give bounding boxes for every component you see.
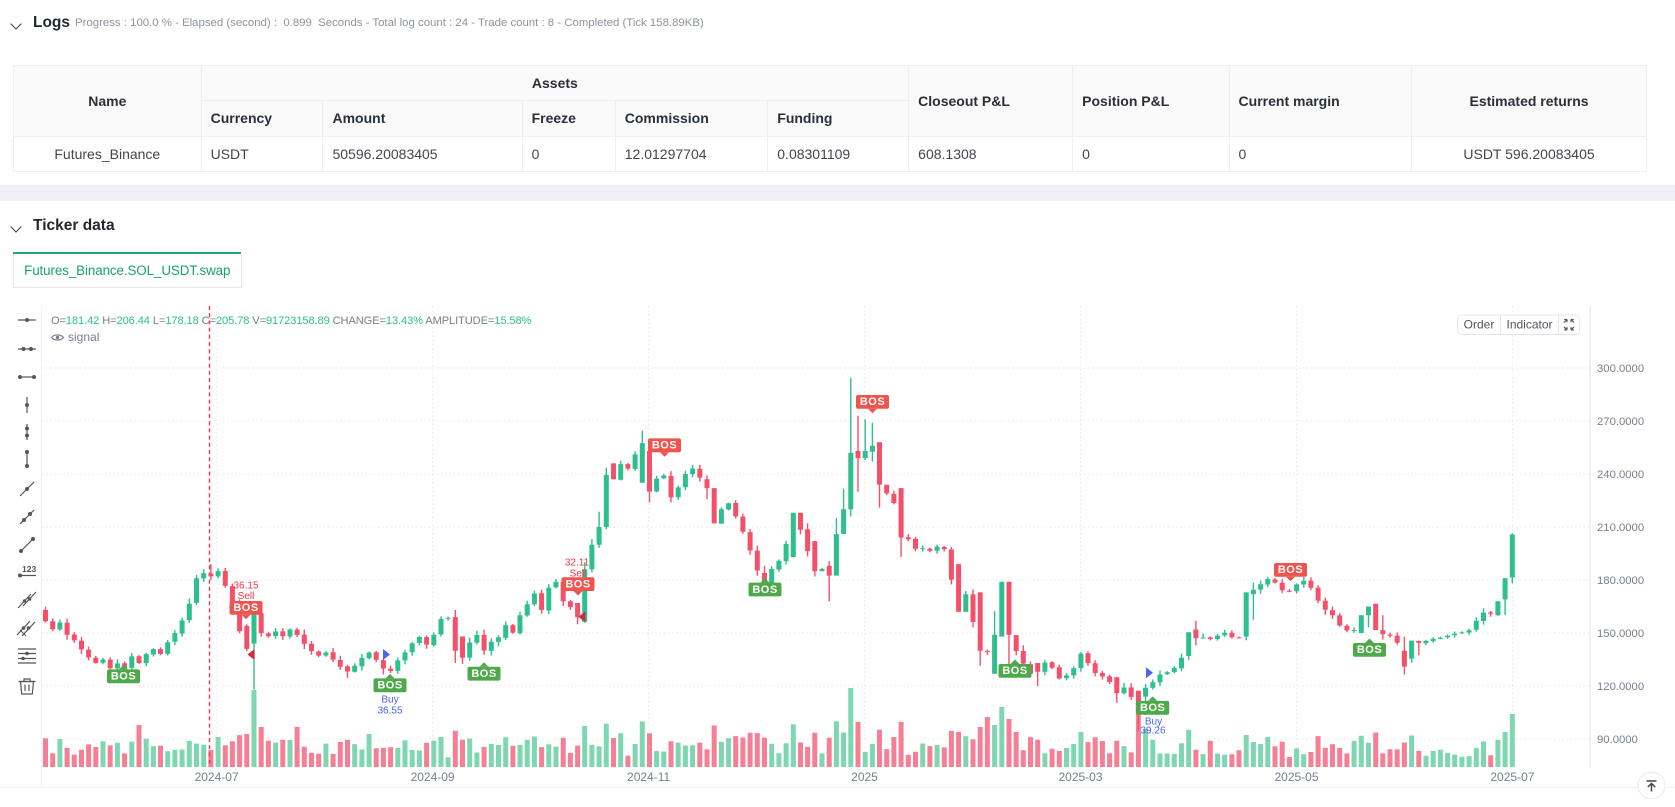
svg-text:BOS: BOS (652, 440, 677, 452)
svg-text:BOS: BOS (1140, 702, 1165, 714)
svg-text:BOS: BOS (1002, 665, 1027, 677)
svg-text:2024-11: 2024-11 (627, 770, 670, 784)
svg-text:BOS: BOS (565, 578, 590, 590)
svg-text:signal: signal (68, 330, 99, 344)
svg-text:270.0000: 270.0000 (1597, 416, 1644, 428)
svg-text:2025-05: 2025-05 (1274, 770, 1318, 784)
svg-text:2024-07: 2024-07 (195, 770, 239, 784)
svg-text:150.0000: 150.0000 (1597, 628, 1644, 640)
svg-text:Sell: Sell (238, 591, 255, 602)
svg-text:BOS: BOS (752, 584, 777, 596)
svg-text:Buy: Buy (1145, 717, 1162, 728)
svg-text:36.55: 36.55 (377, 706, 402, 717)
svg-text:BOS: BOS (1278, 564, 1303, 576)
svg-text:123: 123 (22, 564, 36, 574)
svg-text:BOS: BOS (1357, 644, 1382, 656)
svg-text:Sell: Sell (570, 569, 587, 580)
svg-text:180.0000: 180.0000 (1597, 575, 1644, 587)
svg-text:Order: Order (1464, 318, 1495, 332)
svg-text:2025-07: 2025-07 (1490, 770, 1534, 784)
svg-text:90.0000: 90.0000 (1597, 734, 1638, 746)
svg-text:2024-09: 2024-09 (411, 770, 455, 784)
svg-text:BOS: BOS (860, 396, 885, 408)
svg-text:BOS: BOS (233, 602, 258, 614)
svg-text:32.11: 32.11 (565, 558, 590, 569)
svg-text:BOS: BOS (111, 671, 136, 683)
svg-text:BOS: BOS (471, 668, 496, 680)
svg-text:Indicator: Indicator (1506, 318, 1552, 332)
svg-text:240.0000: 240.0000 (1597, 469, 1644, 481)
svg-text:210.0000: 210.0000 (1597, 522, 1644, 534)
svg-text:39.26: 39.26 (1140, 726, 1165, 737)
svg-text:2025-03: 2025-03 (1058, 770, 1102, 784)
svg-text:120.0000: 120.0000 (1597, 681, 1644, 693)
svg-text:BOS: BOS (377, 680, 402, 692)
svg-text:300.0000: 300.0000 (1597, 363, 1644, 375)
svg-text:2025: 2025 (851, 770, 878, 784)
svg-text:36.15: 36.15 (233, 581, 258, 592)
svg-text:Buy: Buy (381, 695, 398, 706)
svg-text:O=181.42 H=206.44 L=178.18 C=2: O=181.42 H=206.44 L=178.18 C=205.78 V=91… (51, 315, 532, 327)
